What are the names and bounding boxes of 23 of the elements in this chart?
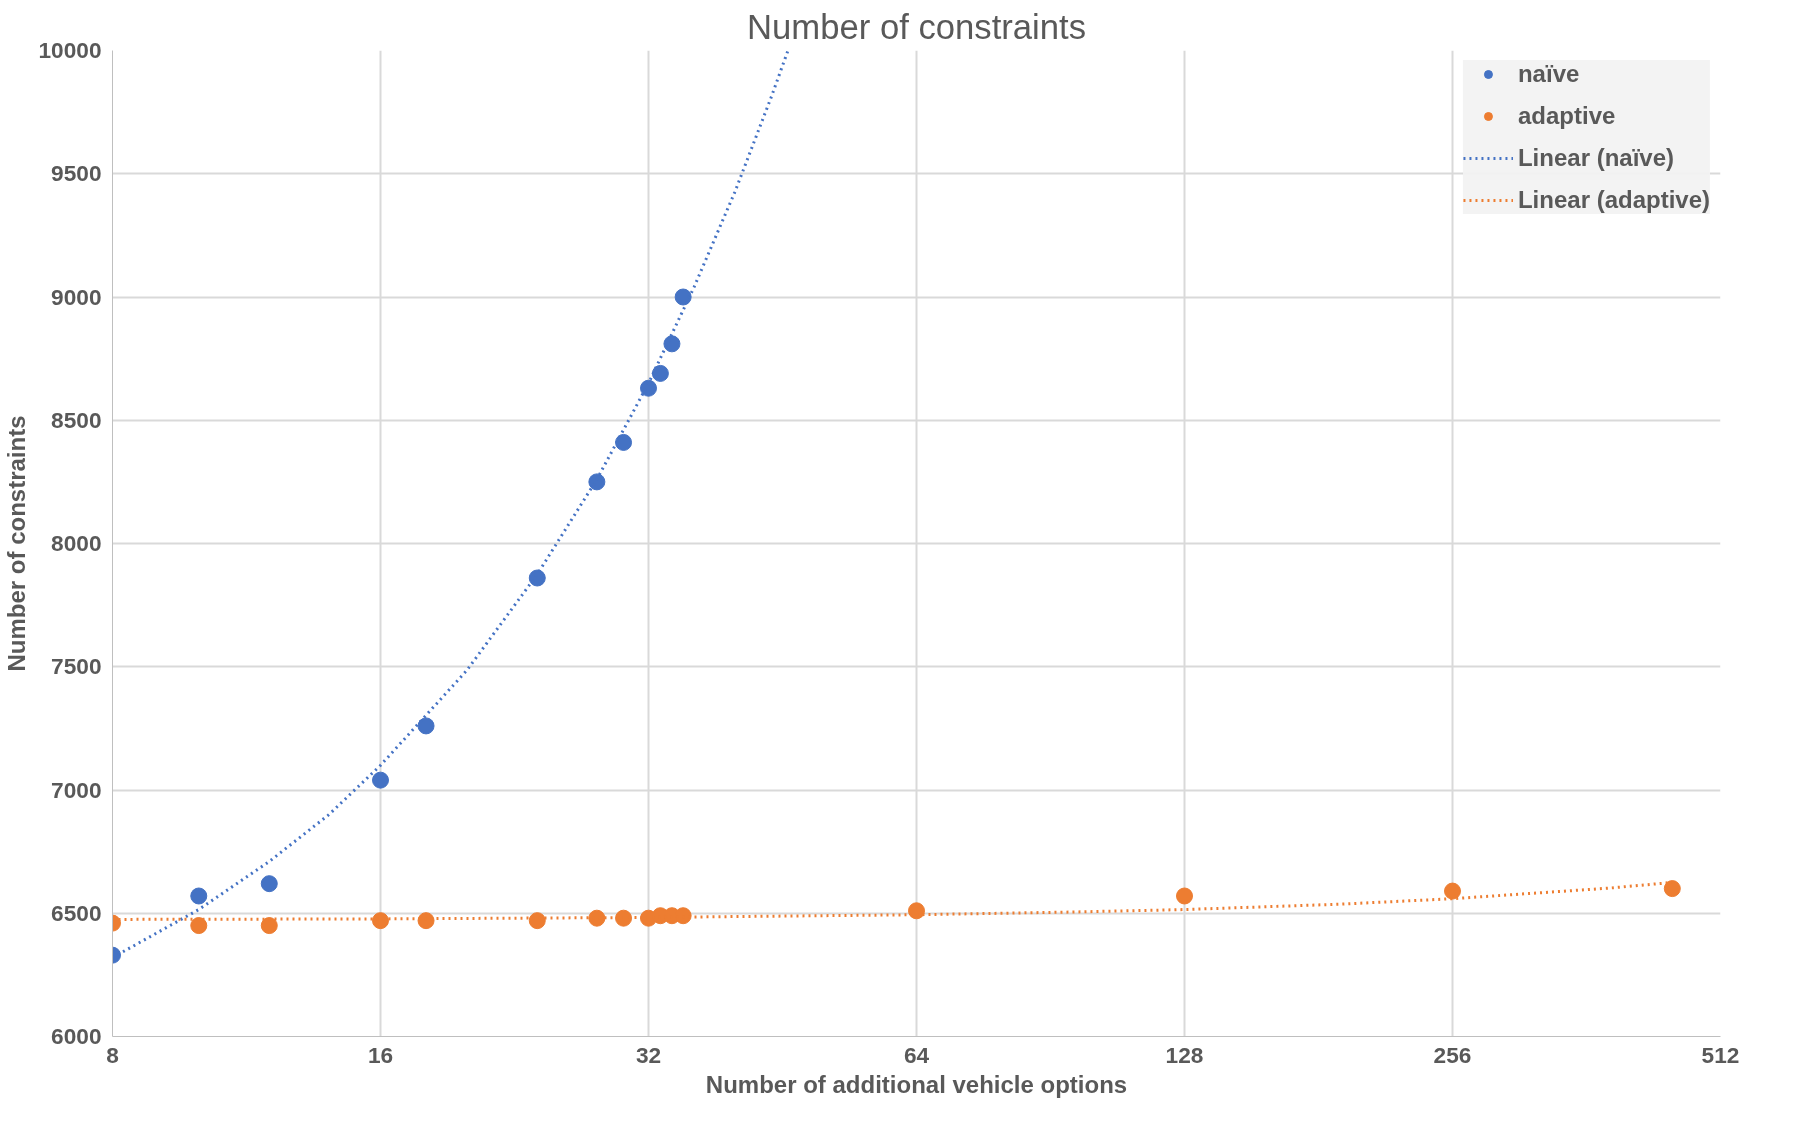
x-tick-label: 32	[635, 1041, 662, 1068]
x-tick-label: 128	[1165, 1041, 1204, 1068]
legend-label: naïve	[1517, 60, 1580, 88]
x-tick-label: 64	[903, 1041, 930, 1068]
y-tick-label: 8500	[51, 406, 102, 433]
legend-label: Linear (naïve)	[1517, 144, 1674, 172]
y-tick-label: 8000	[51, 530, 102, 556]
chart-title: Number of constraints	[747, 7, 1086, 46]
y-tick-label: 9000	[51, 283, 102, 310]
legend-label: Linear (adaptive)	[1517, 186, 1710, 214]
y-tick-label: 10000	[38, 37, 102, 63]
x-tick-label: 16	[367, 1041, 394, 1068]
y-tick-label: 7000	[51, 776, 102, 803]
y-tick-label: 6000	[51, 1023, 102, 1049]
x-axis-title: Number of additional vehicle options	[705, 1070, 1128, 1098]
x-tick-label: 512	[1701, 1041, 1740, 1068]
y-tick-label: 9500	[51, 160, 102, 187]
legend-label: adaptive	[1517, 102, 1616, 130]
y-axis-title: Number of constraints	[3, 415, 31, 672]
x-tick-label: 256	[1433, 1041, 1472, 1068]
x-tick-label: 8	[106, 1041, 119, 1068]
y-tick-label: 7500	[51, 653, 102, 680]
y-tick-label: 6500	[51, 899, 102, 926]
